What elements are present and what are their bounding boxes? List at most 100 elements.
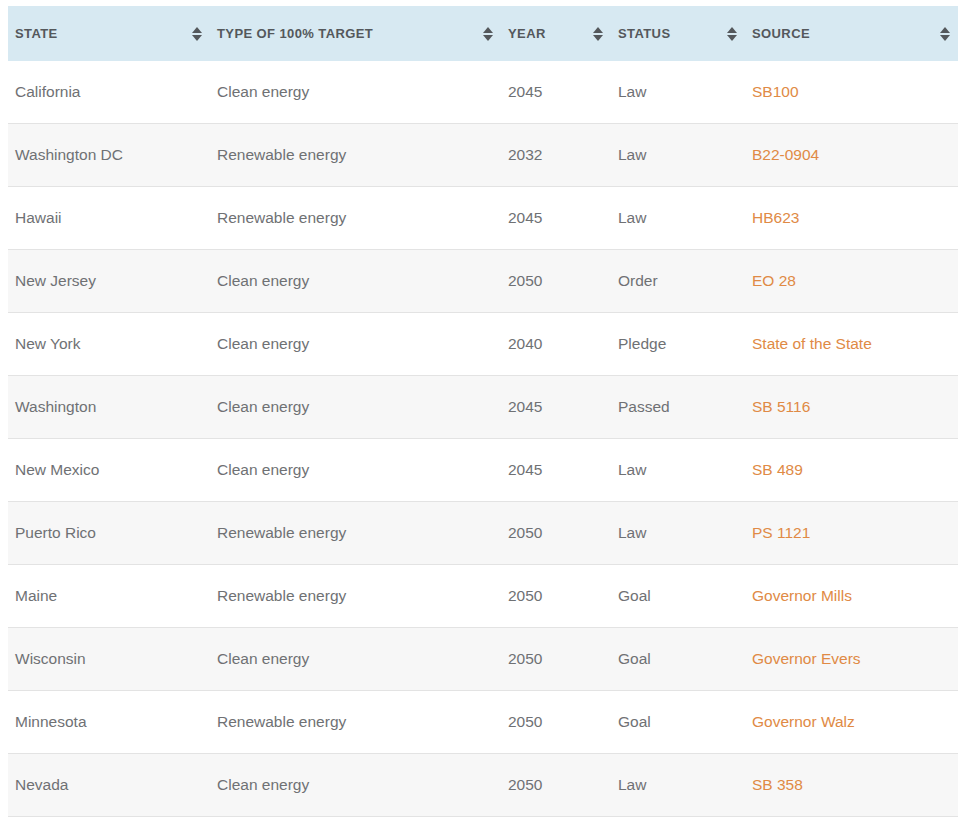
cell-state: Minnesota	[8, 691, 210, 754]
cell-source: SB 358	[745, 754, 958, 817]
cell-state: Washington DC	[8, 124, 210, 187]
source-link[interactable]: EO 28	[752, 272, 796, 289]
cell-year: 2045	[501, 61, 611, 124]
cell-source: PS 1121	[745, 502, 958, 565]
cell-status: Law	[611, 754, 745, 817]
table-body: CaliforniaClean energy2045LawSB100Washin…	[8, 61, 958, 817]
column-header-source[interactable]: SOURCE	[745, 6, 958, 61]
source-link[interactable]: HB623	[752, 209, 799, 226]
cell-type: Renewable energy	[210, 124, 501, 187]
column-header-label: YEAR	[508, 26, 546, 41]
cell-source: Governor Mills	[745, 565, 958, 628]
source-link[interactable]: SB 5116	[752, 398, 810, 415]
targets-table: STATE TYPE OF 100% TARGET YEAR	[8, 6, 958, 817]
table-row: MaineRenewable energy2050Goal Governor Mi…	[8, 565, 958, 628]
cell-type: Renewable energy	[210, 187, 501, 250]
cell-year: 2050	[501, 628, 611, 691]
cell-year: 2050	[501, 565, 611, 628]
cell-type: Clean energy	[210, 439, 501, 502]
column-header-label: STATE	[15, 26, 58, 41]
cell-source: B22-0904	[745, 124, 958, 187]
cell-year: 2050	[501, 502, 611, 565]
column-header-year[interactable]: YEAR	[501, 6, 611, 61]
source-link[interactable]: State of the State	[752, 335, 872, 352]
cell-year: 2050	[501, 250, 611, 313]
column-header-label: SOURCE	[752, 26, 810, 41]
cell-year: 2045	[501, 439, 611, 502]
cell-status: Law	[611, 187, 745, 250]
table-row: HawaiiRenewable energy2045Law HB623	[8, 187, 958, 250]
source-link[interactable]: Governor Walz	[752, 713, 855, 730]
source-link[interactable]: PS 1121	[752, 524, 810, 541]
source-link[interactable]: Governor Mills	[752, 587, 852, 604]
cell-status: Law	[611, 439, 745, 502]
source-link[interactable]: SB 489	[752, 461, 803, 478]
cell-source: HB623	[745, 187, 958, 250]
source-link[interactable]: B22-0904	[752, 146, 819, 163]
table-row: CaliforniaClean energy2045Law SB100	[8, 61, 958, 124]
cell-year: 2045	[501, 187, 611, 250]
cell-status: Law	[611, 61, 745, 124]
cell-state: Nevada	[8, 754, 210, 817]
table-row: MinnesotaRenewable energy2050Goal Governo…	[8, 691, 958, 754]
table-row: Puerto RicoRenewable energy2050Law PS 112…	[8, 502, 958, 565]
table-row: New YorkClean energy2040Pledge State of t…	[8, 313, 958, 376]
cell-source: SB 489	[745, 439, 958, 502]
sort-icon[interactable]	[483, 27, 493, 41]
cell-state: Washington	[8, 376, 210, 439]
cell-status: Goal	[611, 628, 745, 691]
sort-icon[interactable]	[940, 27, 950, 41]
cell-source: State of the State	[745, 313, 958, 376]
cell-year: 2050	[501, 691, 611, 754]
table-row: WashingtonClean energy2045Passed SB 5116	[8, 376, 958, 439]
cell-status: Goal	[611, 565, 745, 628]
column-header-status[interactable]: STATUS	[611, 6, 745, 61]
cell-state: California	[8, 61, 210, 124]
cell-type: Clean energy	[210, 61, 501, 124]
column-header-label: TYPE OF 100% TARGET	[217, 26, 373, 41]
cell-type: Clean energy	[210, 313, 501, 376]
cell-source: Governor Walz	[745, 691, 958, 754]
cell-state: Hawaii	[8, 187, 210, 250]
table-row: New MexicoClean energy2045Law SB 489	[8, 439, 958, 502]
cell-year: 2032	[501, 124, 611, 187]
cell-type: Renewable energy	[210, 565, 501, 628]
cell-state: New York	[8, 313, 210, 376]
cell-source: EO 28	[745, 250, 958, 313]
cell-type: Clean energy	[210, 376, 501, 439]
cell-type: Renewable energy	[210, 502, 501, 565]
cell-status: Goal	[611, 691, 745, 754]
table-header: STATE TYPE OF 100% TARGET YEAR	[8, 6, 958, 61]
cell-state: Puerto Rico	[8, 502, 210, 565]
cell-year: 2040	[501, 313, 611, 376]
sort-icon[interactable]	[192, 27, 202, 41]
cell-state: Maine	[8, 565, 210, 628]
source-link[interactable]: Governor Evers	[752, 650, 861, 667]
source-link[interactable]: SB 358	[752, 776, 803, 793]
cell-status: Passed	[611, 376, 745, 439]
cell-type: Clean energy	[210, 754, 501, 817]
cell-state: New Mexico	[8, 439, 210, 502]
header-row: STATE TYPE OF 100% TARGET YEAR	[8, 6, 958, 61]
cell-type: Clean energy	[210, 628, 501, 691]
cell-status: Law	[611, 502, 745, 565]
column-header-type[interactable]: TYPE OF 100% TARGET	[210, 6, 501, 61]
table-row: New JerseyClean energy2050OrderEO 28	[8, 250, 958, 313]
cell-state: New Jersey	[8, 250, 210, 313]
cell-status: Pledge	[611, 313, 745, 376]
column-header-label: STATUS	[618, 26, 670, 41]
source-link[interactable]: SB100	[752, 83, 799, 100]
cell-type: Renewable energy	[210, 691, 501, 754]
cell-type: Clean energy	[210, 250, 501, 313]
cell-source: SB100	[745, 61, 958, 124]
table-row: Washington DCRenewable energy2032LawB22-…	[8, 124, 958, 187]
table-row: WisconsinClean energy2050Goal Governor Ev…	[8, 628, 958, 691]
clean-energy-targets-table: STATE TYPE OF 100% TARGET YEAR	[8, 6, 958, 817]
column-header-state[interactable]: STATE	[8, 6, 210, 61]
cell-year: 2050	[501, 754, 611, 817]
cell-state: Wisconsin	[8, 628, 210, 691]
sort-icon[interactable]	[593, 27, 603, 41]
sort-icon[interactable]	[727, 27, 737, 41]
cell-year: 2045	[501, 376, 611, 439]
table-row: NevadaClean energy2050Law SB 358	[8, 754, 958, 817]
